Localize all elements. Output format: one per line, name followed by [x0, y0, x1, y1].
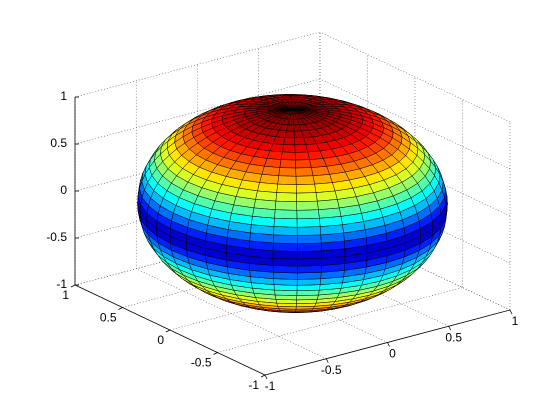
- surface-patch: [296, 192, 318, 202]
- surface-patch: [317, 199, 340, 210]
- surface-patch: [296, 217, 321, 228]
- surface-patch: [266, 150, 283, 160]
- grid-line: [217, 287, 463, 353]
- surface-patch: [276, 183, 297, 194]
- surface-patch: [280, 151, 296, 161]
- surface-patch: [296, 289, 320, 296]
- surface-patch: [286, 124, 295, 132]
- surface-patch: [295, 159, 312, 169]
- x-tick: [264, 374, 268, 380]
- surface-patch: [272, 265, 298, 274]
- surface-patch: [296, 209, 320, 220]
- surface-patch: [295, 167, 314, 177]
- surface-patch: [277, 175, 297, 185]
- x-tick-label: 1: [512, 314, 519, 328]
- surface-patch: [274, 289, 298, 296]
- surface-patch: [273, 272, 298, 280]
- z-tick-label: 0.5: [50, 136, 67, 150]
- surface-patch: [295, 183, 317, 194]
- y-tick: [213, 352, 218, 355]
- surface-patch: [297, 265, 322, 274]
- grid-line: [319, 31, 511, 123]
- x-tick: [325, 358, 329, 363]
- y-tick: [70, 284, 76, 288]
- x-tick-label: 0.5: [445, 330, 462, 344]
- y-tick-label: -0.5: [191, 356, 212, 370]
- surface-patch: [273, 278, 298, 286]
- surface-patch: [294, 151, 310, 161]
- grid-line: [74, 78, 321, 145]
- z-tick-label: -0.5: [46, 230, 67, 244]
- surface-patch: [272, 258, 298, 267]
- surface-patch: [274, 200, 298, 211]
- surface-patch: [296, 272, 322, 280]
- surface-patch: [297, 250, 322, 260]
- surface-patch: [297, 258, 322, 267]
- surface-patch: [272, 242, 298, 252]
- surface-patch: [274, 209, 298, 220]
- z-tick-label: -1: [56, 277, 67, 291]
- grid-line: [74, 31, 321, 98]
- surface-patch: [264, 158, 282, 168]
- surface-patch: [273, 217, 298, 228]
- surface-patch: [284, 130, 295, 139]
- y-tick-label: -1: [248, 378, 259, 392]
- x-tick: [448, 326, 452, 331]
- surface-patch: [272, 250, 298, 260]
- surface-patch: [295, 175, 315, 185]
- surface-patch: [297, 242, 322, 252]
- z-tick-label: 0: [60, 183, 67, 197]
- surface-patch: [278, 167, 297, 177]
- surface-patch: [309, 158, 327, 168]
- x-tick-label: 0: [389, 347, 396, 361]
- x-tick: [509, 309, 513, 315]
- surface-patch: [253, 199, 277, 210]
- y-tick-label: 1: [62, 288, 69, 302]
- x-tick-label: -1: [265, 379, 276, 393]
- surface-patch: [283, 137, 295, 146]
- surface-patch: [296, 226, 321, 236]
- surface-patch: [296, 284, 321, 292]
- y-tick-label: 0.5: [100, 311, 117, 325]
- y-tick: [260, 374, 266, 378]
- surface-patch: [294, 144, 308, 153]
- z-tick-label: 1: [60, 89, 67, 103]
- surface-patch: [273, 234, 298, 244]
- surface-patch: [282, 144, 296, 153]
- surface-patch: [294, 137, 306, 146]
- surface-patch: [296, 234, 322, 244]
- y-tick: [118, 307, 123, 310]
- surface-patch: [275, 192, 297, 202]
- surface-patch: [273, 226, 298, 236]
- surface-patch: [296, 278, 321, 286]
- surface-patch: [273, 284, 298, 292]
- grid-line: [319, 78, 511, 170]
- x-tick: [387, 342, 390, 347]
- x-tick-label: -0.5: [321, 363, 342, 377]
- surface-patch: [279, 159, 296, 169]
- y-tick-label: 0: [157, 333, 164, 347]
- surface-patch: [296, 200, 319, 211]
- y-tick: [165, 329, 171, 333]
